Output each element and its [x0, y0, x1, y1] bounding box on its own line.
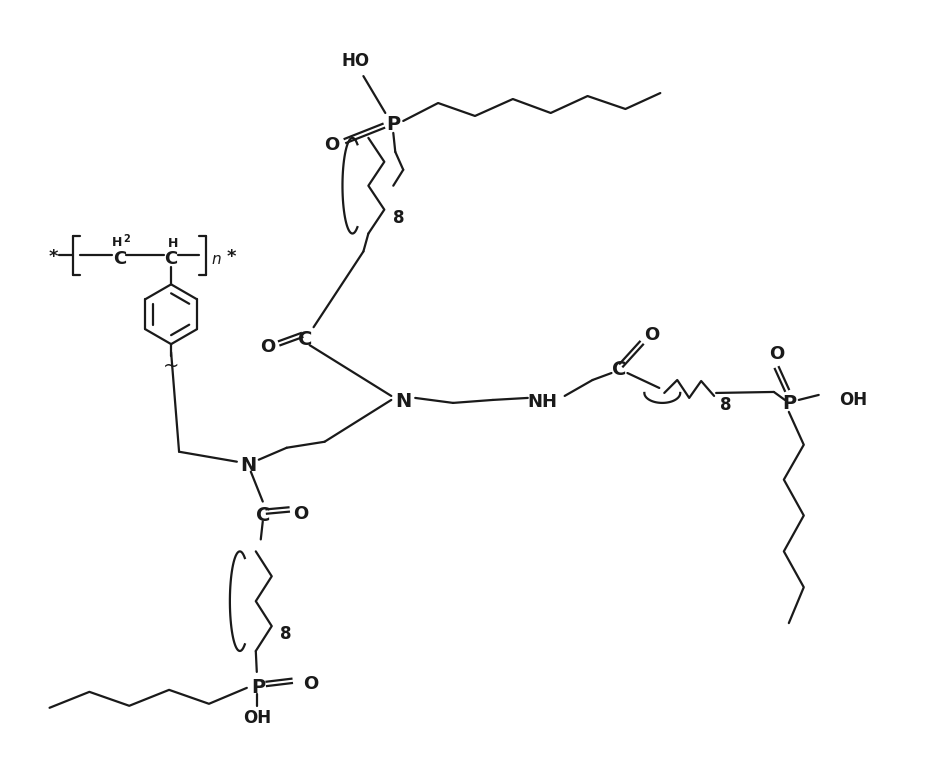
Text: O: O: [303, 675, 318, 693]
Text: C: C: [612, 359, 626, 378]
Text: N: N: [395, 393, 412, 412]
Text: 8: 8: [393, 208, 404, 227]
Text: P: P: [386, 115, 400, 134]
Text: C: C: [255, 506, 270, 525]
Text: C: C: [299, 330, 313, 349]
Text: NH: NH: [528, 393, 558, 411]
Text: 2: 2: [122, 233, 130, 243]
Text: O: O: [643, 326, 659, 344]
Text: ~: ~: [163, 356, 179, 375]
Text: *: *: [226, 249, 236, 267]
Text: 8: 8: [280, 625, 291, 643]
Text: O: O: [770, 345, 785, 363]
Text: C: C: [113, 250, 126, 268]
Text: *: *: [49, 249, 58, 267]
Text: P: P: [782, 394, 796, 413]
Text: O: O: [324, 136, 339, 154]
Text: HO: HO: [341, 52, 369, 70]
Text: n: n: [211, 252, 220, 267]
Text: O: O: [260, 338, 275, 356]
Text: H: H: [168, 237, 178, 250]
Text: 8: 8: [721, 396, 732, 414]
Text: C: C: [165, 250, 178, 268]
Text: O: O: [293, 505, 308, 522]
Text: N: N: [241, 456, 257, 475]
Text: H: H: [112, 236, 122, 249]
Text: P: P: [252, 678, 266, 697]
Text: OH: OH: [243, 709, 271, 727]
Text: OH: OH: [838, 391, 867, 409]
